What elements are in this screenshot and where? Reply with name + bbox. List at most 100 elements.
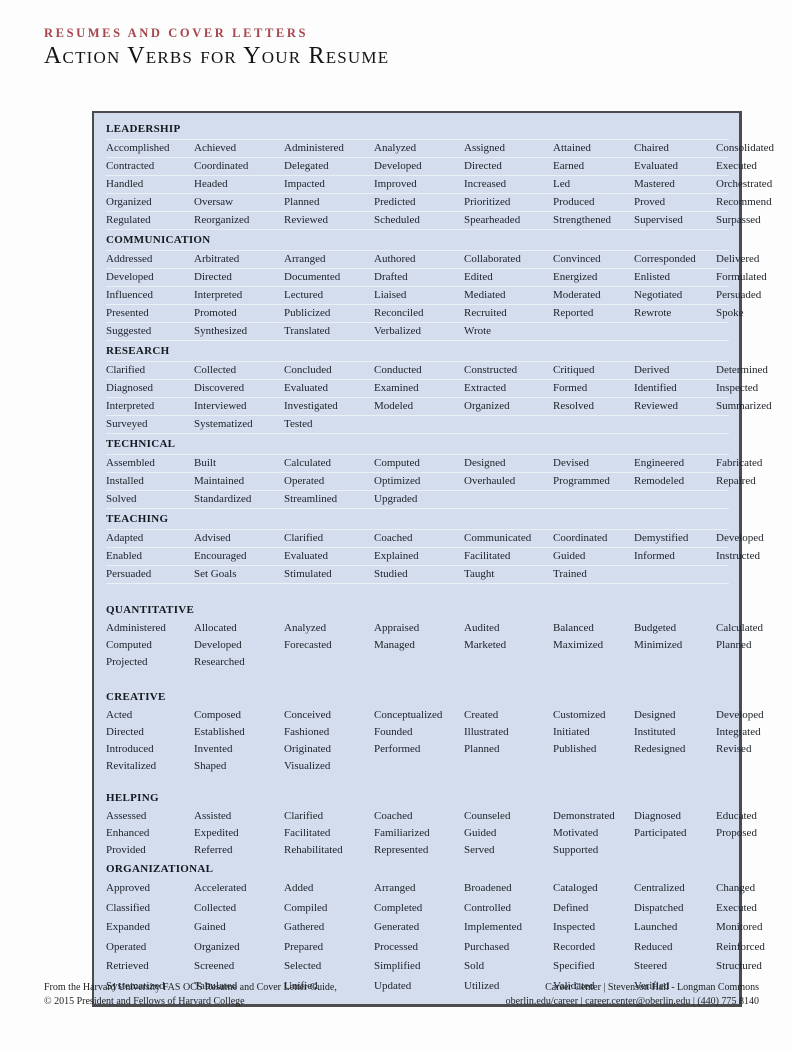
verb: Earned [553, 160, 585, 172]
verb: Served [464, 844, 495, 856]
verb: Researched [194, 656, 245, 668]
verb: Solved [106, 493, 137, 505]
verb: Prepared [284, 940, 324, 953]
verb: Headed [194, 178, 228, 190]
verb: Cataloged [553, 882, 598, 894]
verb: Collected [194, 364, 237, 376]
verb: Illustrated [464, 726, 509, 738]
verb: Familiarized [374, 827, 430, 839]
verb: Arranged [284, 253, 326, 265]
verb: Examined [374, 382, 419, 394]
verb: Reinforced [716, 940, 765, 953]
verb-row: Presented Promoted Publicized Reconciled Rec… [106, 305, 744, 323]
verb: Persuaded [716, 289, 762, 301]
footer-contact-line: oberlin.edu/career | career.center@oberl… [505, 996, 759, 1007]
verb: Structured [716, 960, 762, 972]
verb: Reorganized [194, 214, 250, 226]
verb: Critiqued [553, 364, 595, 376]
verb: Contracted [106, 160, 155, 172]
verb-row: Introduced Invented Originated Performed Pla… [106, 741, 751, 758]
section-header: CREATIVE [106, 691, 166, 703]
verb: Encouraged [194, 550, 247, 562]
section-creative: CREATIVE Acted Composed Conceived Conceptual… [106, 687, 764, 775]
verb: Surpassed [716, 214, 761, 226]
verb: Conceptualized [374, 709, 443, 721]
verb: Founded [374, 726, 413, 738]
verb: Tabulated [194, 979, 238, 992]
verb: Verbalized [374, 325, 422, 337]
eyebrow-label: RESUMES AND COVER LETTERS [44, 26, 309, 40]
verb: Explained [374, 550, 419, 562]
verb: Impacted [284, 178, 325, 190]
verb: Revitalized [106, 760, 157, 772]
section-header: TEACHING [106, 509, 729, 530]
verb: Documented [284, 271, 341, 283]
verb: Authored [374, 253, 416, 265]
verb: Facilitated [464, 550, 511, 562]
action-verbs-table: LEADERSHIP Accomplished Achieved Administer… [92, 111, 774, 1007]
section-header: TECHNICAL [106, 434, 729, 455]
verb: Recruited [464, 307, 507, 319]
verb: Approved [106, 882, 150, 894]
verb: Improved [374, 178, 417, 190]
verb: Systematized [106, 979, 165, 992]
verb: Built [194, 457, 217, 469]
verb: Dispatched [634, 901, 684, 914]
verb: Moderated [553, 289, 601, 301]
verb: Organized [106, 196, 152, 208]
verb: Instituted [634, 726, 676, 738]
verb: Arranged [374, 882, 416, 894]
verb: Controlled [464, 901, 512, 914]
verb: Maximized [553, 639, 604, 651]
verb: Forecasted [284, 639, 332, 651]
verb: Interpreted [106, 400, 155, 412]
verb: Invented [194, 743, 233, 755]
verb: Optimized [374, 475, 421, 487]
verb-row: Approved Accelerated Added Arranged Broadene… [106, 879, 755, 899]
verb: Handled [106, 178, 144, 190]
verb: Organized [464, 400, 510, 412]
verb: Reviewed [284, 214, 328, 226]
verb: Redesigned [634, 743, 686, 755]
verb: Planned [284, 196, 320, 208]
verb: Acted [106, 709, 133, 721]
verb: Predicted [374, 196, 416, 208]
verb: Created [464, 709, 499, 721]
verb: Utilized [464, 979, 500, 992]
verb-row: Addressed Arbitrated Arranged Authored Colla… [106, 251, 759, 269]
verb: Interpreted [194, 289, 243, 301]
verb: Collected [194, 901, 237, 914]
verb: Enhanced [106, 827, 150, 839]
verb: Assigned [464, 142, 505, 154]
verb: Administered [106, 622, 166, 634]
footer-source: From the Harvard University FAS OCS Resu… [44, 981, 337, 1009]
verb: Constructed [464, 364, 518, 376]
verb: Corresponded [634, 253, 696, 265]
verb: Reconciled [374, 307, 424, 319]
section-organizational: ORGANIZATIONAL Approved Accelerated Added Ar… [106, 859, 765, 996]
verb: Supervised [634, 214, 683, 226]
verb: Provided [106, 844, 146, 856]
verb: Added [284, 882, 314, 894]
verb: Informed [634, 550, 675, 562]
section-header: COMMUNICATION [106, 230, 729, 251]
verb: Validated [553, 979, 595, 992]
verb: Integrated [716, 726, 761, 738]
verb: Led [553, 178, 571, 190]
verb: Trained [553, 568, 587, 580]
verb-row: Revitalized Shaped Visualized [106, 758, 729, 775]
footer-contact: Career Center | Stevenson Hall - Longman… [506, 981, 759, 1009]
section-helping: HELPING Assessed Assisted Clarified Coached C… [106, 788, 757, 859]
verb-row: Clarified Collected Concluded Conducted Cons… [106, 362, 768, 380]
verb: Derived [634, 364, 670, 376]
verb: Set Goals [194, 568, 237, 580]
verb: Launched [634, 921, 678, 933]
verb: Drafted [374, 271, 408, 283]
verb: Reviewed [634, 400, 678, 412]
verb: Devised [553, 457, 590, 469]
verb: Generated [374, 921, 420, 933]
verb: Updated [374, 979, 412, 992]
verb-row: Administered Allocated Analyzed Appraised Au… [106, 620, 763, 637]
verb: Oversaw [194, 196, 234, 208]
verb: Recommend [716, 196, 772, 208]
